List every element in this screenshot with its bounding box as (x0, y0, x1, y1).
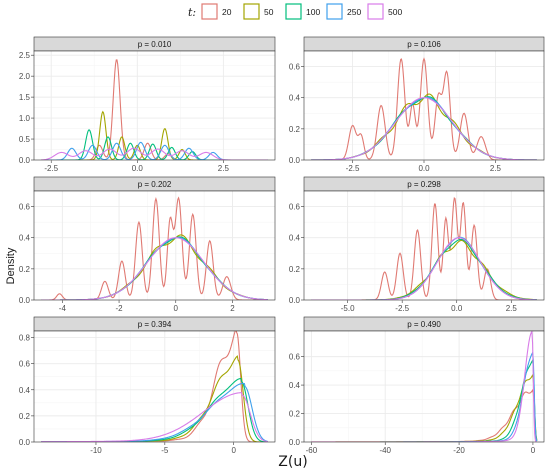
legend-label-100: 100 (306, 7, 320, 17)
panel-background (34, 51, 275, 160)
y-tick-label: 0.4 (289, 381, 301, 390)
legend-label-20: 20 (222, 7, 232, 17)
legend-key-250 (326, 3, 343, 20)
legend-item-50: 50 (243, 3, 274, 20)
y-tick-label: 0.4 (19, 234, 31, 243)
x-axis-title: Z(u) (278, 454, 307, 470)
legend-label-500: 500 (388, 7, 402, 17)
legend: t: 20 50 100 250 500 (188, 3, 402, 20)
y-tick-label: 0.0 (19, 156, 31, 165)
x-tick-label: 2.5 (490, 164, 502, 173)
x-tick-label: -5.0 (341, 304, 355, 313)
legend-key-50 (243, 3, 260, 20)
facet-title: p = 0.010 (138, 40, 172, 49)
facet-panel-5: p = 0.394 -10 -5 0 0.0 0.2 0.4 0.6 0.8 (19, 316, 276, 455)
y-tick-label: 0.4 (19, 386, 31, 395)
legend-item-500: 500 (367, 3, 402, 20)
y-tick-label: 0.4 (289, 94, 301, 103)
x-tick-label: 0.0 (418, 164, 430, 173)
facet-panel-2: p = 0.106 -2.5 0.0 2.5 0.0 0.2 0.4 0.6 (289, 36, 545, 173)
panel-border (303, 190, 545, 301)
y-tick-label: 0.0 (289, 296, 301, 305)
y-tick-label: 0.2 (19, 265, 31, 274)
legend-item-250: 250 (326, 3, 361, 20)
y-tick-label: 0.8 (19, 334, 31, 343)
y-tick-label: 0.2 (289, 410, 301, 419)
x-tick-label: 0 (531, 446, 536, 455)
y-tick-label: 2.0 (19, 72, 31, 81)
facet-panel-6: p = 0.490 -60 -40 -20 0 0.0 0.2 0.4 0.6 (289, 316, 545, 455)
facet-title: p = 0.202 (138, 180, 172, 189)
density-line-t500 (311, 237, 537, 300)
y-tick-label: 0.0 (19, 296, 31, 305)
facet-title: p = 0.298 (407, 180, 441, 189)
panel-background (304, 331, 544, 442)
x-tick-label: -4 (59, 304, 67, 313)
x-tick-label: 2 (230, 304, 235, 313)
x-tick-label: -5 (161, 446, 169, 455)
x-tick-label: 2.5 (218, 164, 230, 173)
facet-panel-1: p = 0.010 -2.5 0.0 2.5 0.0 0.5 1.0 1.5 2.0 2.5 (19, 36, 276, 173)
y-tick-label: 0.2 (289, 265, 301, 274)
facet-title: p = 0.106 (407, 40, 441, 49)
legend-title: t: (188, 6, 196, 19)
y-tick-label: 0.0 (289, 156, 301, 165)
panel-border (33, 50, 276, 161)
density-line-t20 (41, 59, 268, 160)
legend-item-20: 20 (201, 3, 232, 20)
x-tick-label: 0 (231, 446, 236, 455)
panel-border (303, 330, 545, 443)
density-line-t500 (41, 392, 268, 442)
density-line-t20 (41, 196, 268, 300)
y-tick-label: 0.5 (19, 135, 31, 144)
legend-key-100 (285, 3, 302, 20)
y-tick-label: 0.6 (289, 63, 301, 72)
facet-panel-4: p = 0.298 -5.0 -2.5 0.0 2.5 0.0 0.2 0.4 0.6 (289, 176, 545, 313)
x-tick-label: -40 (379, 446, 391, 455)
panel-background (304, 191, 544, 300)
facet-panel-3: p = 0.202 -4 -2 0 2 0.0 0.2 0.4 0.6 (19, 176, 276, 313)
legend-item-100: 100 (285, 3, 320, 20)
facet-title: p = 0.394 (138, 320, 172, 329)
y-tick-label: 0.2 (19, 412, 31, 421)
x-tick-label: -60 (306, 446, 318, 455)
x-tick-label: -2.5 (395, 304, 409, 313)
y-tick-label: 0.2 (289, 125, 301, 134)
y-axis-title: Density (5, 247, 17, 284)
y-tick-label: 0.6 (289, 203, 301, 212)
y-tick-label: 0.6 (289, 353, 301, 362)
x-tick-label: 0 (174, 304, 179, 313)
y-tick-label: 0.6 (19, 360, 31, 369)
y-tick-label: 1.0 (19, 114, 31, 123)
x-tick-label: -2.5 (44, 164, 58, 173)
y-tick-label: 0.0 (289, 438, 301, 447)
x-tick-label: 0.0 (132, 164, 144, 173)
y-tick-label: 0.4 (289, 234, 301, 243)
x-tick-label: -2.5 (346, 164, 360, 173)
y-tick-label: 1.5 (19, 93, 31, 102)
density-line-t500 (311, 97, 537, 160)
x-tick-label: 0.0 (451, 304, 463, 313)
legend-label-250: 250 (347, 7, 361, 17)
x-tick-label: -10 (90, 446, 102, 455)
y-tick-label: 0.6 (19, 203, 31, 212)
panel-border (33, 190, 276, 301)
density-line-t250 (41, 141, 268, 160)
panel-border (303, 50, 545, 161)
y-tick-label: 2.5 (19, 51, 31, 60)
facet-title: p = 0.490 (407, 320, 441, 329)
x-tick-label: -20 (453, 446, 465, 455)
x-tick-label: -2 (115, 304, 123, 313)
x-tick-label: 2.5 (506, 304, 518, 313)
density-line-t100 (41, 129, 268, 160)
legend-key-500 (367, 3, 384, 20)
legend-label-50: 50 (264, 7, 274, 17)
y-tick-label: 0.0 (19, 438, 31, 447)
legend-key-20 (201, 3, 218, 20)
panel-border (33, 330, 276, 443)
